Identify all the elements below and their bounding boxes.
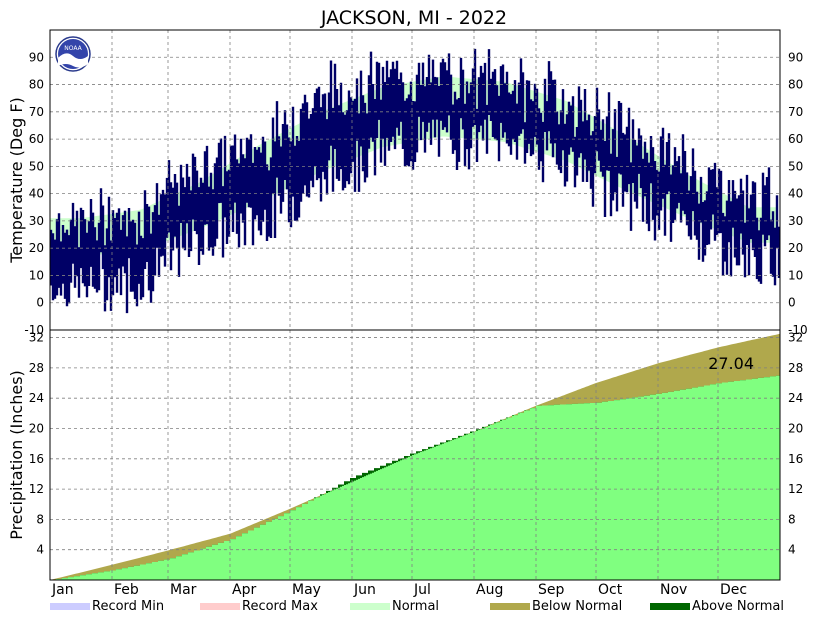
legend-swatch	[50, 603, 90, 610]
temperature-panel: -10 -10 0 0 10 10 20 20 30 30 40 40 50 50 60 60 70 70 80 80…	[24, 29, 808, 337]
temperature-tick-label-right: 90	[788, 50, 803, 64]
noaa-logo: NOAA	[55, 36, 91, 72]
month-label: Mar	[170, 582, 197, 598]
legend-swatch	[490, 603, 530, 610]
month-label: Feb	[114, 582, 139, 598]
precipitation-tick-label-left: 16	[29, 452, 44, 466]
noaa-logo-text: NOAA	[64, 45, 82, 52]
temperature-grid	[50, 30, 780, 330]
month-label: Jun	[353, 582, 376, 598]
temperature-tick-label-left: 60	[29, 132, 44, 146]
temperature-tick-label-right: 60	[788, 132, 803, 146]
temperature-tick-label-right: 70	[788, 105, 803, 119]
precipitation-tick-label-left: 12	[29, 482, 44, 496]
precipitation-panel: 4 4 8 8 12 12 16 16 20 20 24 24 28 28 32 32 27.04	[29, 329, 803, 581]
legend: Record Min Record Max Normal Below Normal Ab…	[50, 599, 784, 614]
legend-label: Below Normal	[532, 599, 622, 614]
temperature-tick-label-left: 30	[29, 214, 44, 228]
temperature-tick-label-right: 40	[788, 187, 803, 201]
precipitation-tick-label-left: 32	[29, 331, 44, 345]
temperature-tick-label-left: 0	[36, 296, 44, 310]
precipitation-tick-label-right: 24	[788, 391, 803, 405]
month-labels: Jan Feb Mar Apr May Jun Jul Aug Sep Oct Nov Dec	[51, 582, 747, 598]
temperature-tick-label-left: 20	[29, 241, 44, 255]
temperature-tick-label-right: 50	[788, 159, 803, 173]
legend-label: Above Normal	[692, 599, 784, 614]
temperature-tick-label-left: 90	[29, 50, 44, 64]
temperature-tick-label-right: 20	[788, 241, 803, 255]
precipitation-tick-label-right: 20	[788, 421, 803, 435]
legend-item: Below Normal	[490, 599, 622, 614]
legend-item: Record Min	[50, 599, 164, 614]
legend-label: Record Min	[92, 599, 164, 614]
temperature-tick-label-left: -10	[24, 323, 44, 337]
month-label: May	[292, 582, 321, 598]
precipitation-tick-label-right: 12	[788, 482, 803, 496]
temperature-tick-label-left: 70	[29, 105, 44, 119]
legend-label: Normal	[392, 599, 439, 614]
month-label: Sep	[538, 582, 565, 598]
temperature-tick-label-left: 80	[29, 78, 44, 92]
precipitation-tick-label-left: 24	[29, 391, 44, 405]
precipitation-axis-label: Precipitation (Inches)	[7, 370, 26, 540]
precipitation-tick-label-left: 20	[29, 421, 44, 435]
month-label: Jul	[413, 582, 431, 598]
legend-swatch	[350, 603, 390, 610]
legend-swatch	[650, 603, 690, 610]
observed-precipitation-area	[50, 375, 780, 580]
temperature-tick-label-right: 0	[788, 296, 796, 310]
precipitation-tick-label-right: 16	[788, 452, 803, 466]
month-label: Dec	[720, 582, 747, 598]
precipitation-tick-label-left: 28	[29, 361, 44, 375]
precipitation-tick-label-left: 8	[36, 512, 44, 526]
month-label: Jan	[51, 582, 74, 598]
precipitation-grid	[50, 330, 780, 580]
precipitation-tick-label-right: 32	[788, 331, 803, 345]
legend-swatch	[200, 603, 240, 610]
temperature-tick-label-right: 30	[788, 214, 803, 228]
precipitation-total-annotation: 27.04	[708, 354, 754, 373]
temperature-tick-label-right: -10	[788, 323, 808, 337]
precipitation-tick-label-right: 28	[788, 361, 803, 375]
temperature-tick-label-right: 10	[788, 268, 803, 282]
legend-item: Above Normal	[650, 599, 784, 614]
temperature-tick-label-left: 10	[29, 268, 44, 282]
chart-title: JACKSON, MI - 2022	[320, 7, 507, 29]
legend-label: Record Max	[242, 599, 318, 614]
legend-item: Normal	[350, 599, 439, 614]
precipitation-tick-label-right: 8	[788, 512, 796, 526]
month-label: Aug	[476, 582, 503, 598]
temperature-tick-label-right: 80	[788, 78, 803, 92]
precipitation-tick-label-left: 4	[36, 543, 44, 557]
month-label: Apr	[232, 582, 256, 598]
month-label: Nov	[660, 582, 687, 598]
legend-item: Record Max	[200, 599, 318, 614]
temperature-tick-label-left: 50	[29, 159, 44, 173]
temperature-tick-label-left: 40	[29, 187, 44, 201]
temperature-axis-label: Temperature (Deg F)	[7, 97, 26, 264]
month-label: Oct	[598, 582, 623, 598]
precipitation-tick-label-right: 4	[788, 543, 796, 557]
